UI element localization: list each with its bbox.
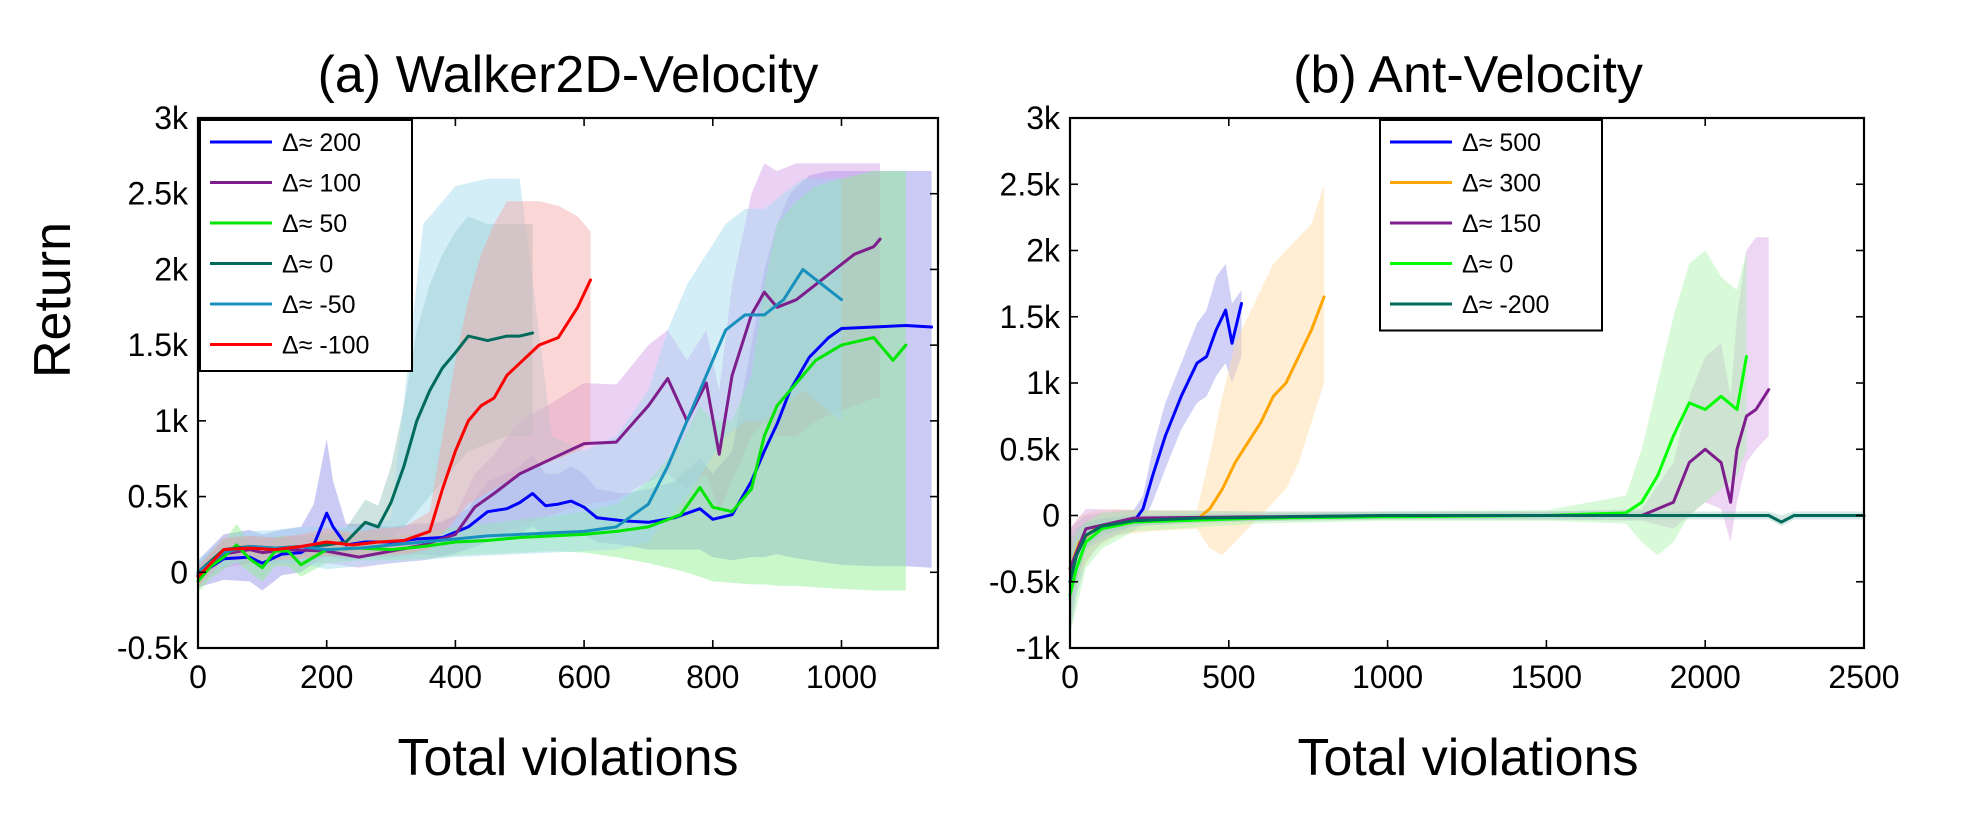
panel-walker2d: (a) Walker2D-Velocity 0 200 400 600 800 1000 -… (117, 46, 940, 787)
panel-a-title: (a) Walker2D-Velocity (318, 46, 819, 104)
panel-b-x-tick-label: 2500 (1828, 659, 1899, 695)
panel-a-x-tick-label: 800 (686, 659, 739, 695)
panel-a-legend: Δ≈ 200 Δ≈ 100 Δ≈ 50 Δ≈ 0 Δ≈ -50 Δ≈ -100 (199, 119, 413, 372)
panel-b-y-tick-label: 3k (1026, 100, 1061, 136)
panel-b-x-tick-label: 0 (1061, 659, 1079, 695)
panel-b-lines (1068, 295, 1866, 597)
panel-a-x-tick-label: 0 (189, 659, 207, 695)
panel-b-y-tick-label: 1k (1026, 365, 1061, 401)
panel-a-y-tick-label: 2k (154, 251, 189, 287)
panel-a-band-1 (198, 163, 881, 585)
panel-a-x-tick-label: 600 (557, 659, 610, 695)
shared-y-axis-label: Return (24, 222, 82, 378)
panel-b-band-1 (1070, 184, 1325, 609)
panel-a-band-3 (198, 216, 533, 582)
panel-b-y-tick-label: 1.5k (1000, 299, 1061, 335)
panel-a-y-tick-label: -0.5k (117, 630, 189, 666)
panel-a-legend-label-4: Δ≈ -50 (282, 291, 356, 319)
panel-b-x-axis-label: Total violations (1297, 729, 1638, 787)
panel-b-title: (b) Ant-Velocity (1293, 46, 1643, 104)
panel-a-y-tick-label: 1k (154, 403, 189, 439)
panel-ant: (b) Ant-Velocity 0 500 1000 1500 2000 2500 -1k… (989, 46, 1900, 787)
panel-a-ticks: 0 200 400 600 800 1000-0.5k00.5k1k1.5k2k2.5k3… (117, 100, 938, 695)
panel-b-y-tick-label: 2.5k (1000, 166, 1061, 202)
panel-a-band-2 (198, 171, 906, 592)
panel-a-band-5 (198, 201, 591, 588)
panel-a-legend-label-3: Δ≈ 0 (282, 251, 333, 279)
panel-a-legend-label-5: Δ≈ -100 (282, 332, 369, 360)
panel-a-lines (196, 237, 934, 583)
panel-a-legend-box (199, 119, 413, 372)
panel-a-x-tick-label: 200 (300, 659, 353, 695)
panel-a-y-tick-label: 2.5k (128, 176, 189, 212)
panel-b-y-tick-label: 2k (1026, 233, 1061, 269)
panel-a-y-tick-label: 0 (170, 554, 188, 590)
panel-b-legend: Δ≈ 500 Δ≈ 300 Δ≈ 150 Δ≈ 0 Δ≈ -200 (1379, 119, 1603, 332)
panel-b-x-tick-label: 1500 (1511, 659, 1582, 695)
panel-b-x-tick-label: 500 (1202, 659, 1255, 695)
panel-b-series-line-4 (1068, 514, 1866, 584)
panel-a-series-line-5 (196, 278, 592, 579)
panel-b-x-tick-label: 2000 (1670, 659, 1741, 695)
panel-a-legend-label-0: Δ≈ 200 (282, 129, 361, 157)
panel-b-y-tick-label: 0.5k (1000, 431, 1061, 467)
panel-a-series-line-0 (196, 324, 934, 577)
panel-b-legend-label-4: Δ≈ -200 (1462, 291, 1549, 319)
panel-b-legend-label-1: Δ≈ 300 (1462, 170, 1541, 198)
panel-b-legend-label-2: Δ≈ 150 (1462, 210, 1541, 238)
panel-b-legend-label-0: Δ≈ 500 (1462, 129, 1541, 157)
panel-b-y-tick-label: -0.5k (989, 564, 1061, 600)
panel-b-y-tick-label: -1k (1016, 630, 1061, 666)
panel-b-x-tick-label: 1000 (1352, 659, 1423, 695)
panel-a-legend-label-2: Δ≈ 50 (282, 210, 347, 238)
panel-b-legend-label-3: Δ≈ 0 (1462, 251, 1513, 279)
panel-a-x-tick-label: 400 (429, 659, 482, 695)
panel-a-y-tick-label: 1.5k (128, 327, 189, 363)
panel-a-series-line-2 (196, 336, 908, 583)
panel-a-legend-label-1: Δ≈ 100 (282, 170, 361, 198)
panel-a-band-4 (198, 178, 842, 585)
panel-b-band-0 (1070, 263, 1242, 635)
panel-a-frame (196, 116, 940, 650)
panel-a-x-tick-label: 1000 (806, 659, 877, 695)
panel-b-y-tick-label: 0 (1042, 498, 1060, 534)
panel-b-legend-box (1379, 119, 1603, 332)
panel-a-x-axis-label: Total violations (397, 729, 738, 787)
panel-b-ticks: 0 500 1000 1500 2000 2500 -1k -0.5k 0 0.5k 1k 1.5k 2… (989, 100, 1900, 695)
panel-a-y-tick-label: 0.5k (128, 479, 189, 515)
panel-a-y-tick-label: 3k (154, 100, 189, 136)
panel-b-series-line-3 (1068, 355, 1748, 597)
